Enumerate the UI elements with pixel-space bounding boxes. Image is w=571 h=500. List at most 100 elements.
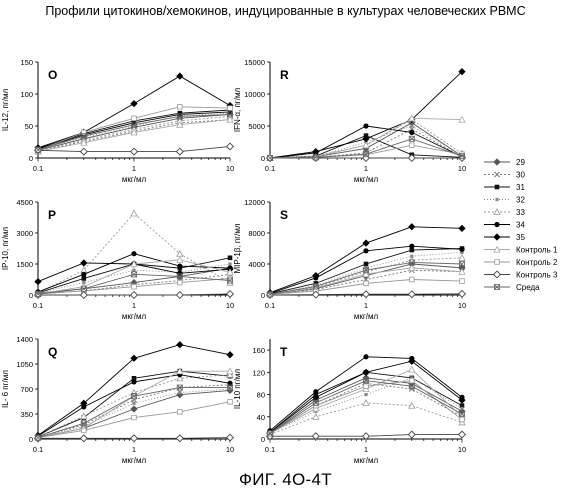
data-point xyxy=(131,406,137,412)
data-point xyxy=(410,143,415,148)
legend-label: 29 xyxy=(516,158,525,167)
legend-entry: Контроль 2 xyxy=(484,258,558,267)
y-tick-label: 160 xyxy=(252,346,265,355)
data-point xyxy=(131,148,138,155)
data-point xyxy=(363,248,368,253)
x-tick-label: 0.1 xyxy=(265,301,275,310)
y-tick-label: 350 xyxy=(20,410,33,419)
x-tick-label: 1 xyxy=(364,301,368,310)
legend-marker xyxy=(495,198,498,201)
y-axis-label: IP-10, пг/мл xyxy=(1,227,10,271)
x-tick-label: 10 xyxy=(226,301,234,310)
data-point xyxy=(409,244,414,249)
legend-entry: 29 xyxy=(484,158,525,167)
y-tick-label: 0 xyxy=(261,154,265,163)
data-point xyxy=(408,155,415,162)
legend-entry: 34 xyxy=(484,221,525,230)
data-point xyxy=(364,393,367,396)
x-axis-label: мкг/мл xyxy=(354,456,379,465)
data-point xyxy=(177,342,183,348)
x-tick-label: 10 xyxy=(458,445,466,454)
y-axis-label: MIP-1β, пг/мл xyxy=(233,223,242,273)
legend-entry: 35 xyxy=(484,233,525,242)
y-tick-label: 700 xyxy=(20,385,33,394)
data-point xyxy=(408,291,415,298)
data-point xyxy=(459,247,464,252)
data-point xyxy=(176,292,183,299)
panel-letter: O xyxy=(48,68,57,82)
y-tick-label: 1050 xyxy=(16,360,33,369)
legend-label: Контроль 2 xyxy=(516,258,558,267)
y-tick-label: 1500 xyxy=(16,260,33,269)
x-tick-label: 0.1 xyxy=(33,301,43,310)
y-tick-label: 150 xyxy=(20,58,33,67)
data-point xyxy=(459,431,466,438)
x-axis-label: мкг/мл xyxy=(354,312,379,321)
legend-entry: Контроль 1 xyxy=(484,246,558,255)
data-point xyxy=(459,225,465,231)
y-tick-label: 1400 xyxy=(16,335,33,344)
panel-letter: S xyxy=(280,208,288,222)
data-point xyxy=(131,435,138,442)
data-point xyxy=(81,272,86,277)
x-tick-label: 10 xyxy=(226,445,234,454)
legend: 29303132333435Контроль 1Контроль 2Контро… xyxy=(484,158,558,292)
legend-entry: Среда xyxy=(484,283,540,292)
legend-label: Контроль 3 xyxy=(516,271,558,280)
x-tick-label: 1 xyxy=(132,301,136,310)
legend-label: 34 xyxy=(516,221,525,230)
legend-entry: Контроль 3 xyxy=(484,271,558,280)
data-point xyxy=(228,256,233,261)
y-axis-label: IL-10 пг/мл xyxy=(233,369,242,409)
figure-caption: ФИГ. 4О-4Т xyxy=(0,470,571,490)
x-tick-label: 10 xyxy=(458,164,466,173)
legend-entry: 31 xyxy=(484,183,525,192)
series-контроль-3 xyxy=(35,143,234,155)
y-tick-label: 100 xyxy=(20,90,33,99)
legend-entry: 33 xyxy=(484,208,525,217)
data-point xyxy=(227,352,233,358)
data-point xyxy=(131,100,137,106)
y-tick-label: 80 xyxy=(257,391,265,400)
x-tick-label: 1 xyxy=(364,164,368,173)
x-tick-label: 0.1 xyxy=(265,445,275,454)
y-axis-label: IFN-α, пг/мл xyxy=(233,88,242,133)
y-tick-label: 0 xyxy=(29,291,33,300)
legend-label: Среда xyxy=(516,283,540,292)
y-tick-label: 10000 xyxy=(244,90,265,99)
y-axis-label: IL- 6 пг/мл xyxy=(1,370,10,408)
legend-marker xyxy=(495,185,500,190)
series-контроль-3 xyxy=(267,431,466,439)
data-point xyxy=(410,124,413,127)
data-point xyxy=(176,148,183,155)
x-tick-label: 10 xyxy=(226,164,234,173)
x-tick-label: 0.1 xyxy=(265,164,275,173)
data-point xyxy=(35,278,41,284)
data-point xyxy=(178,105,183,110)
data-point xyxy=(459,255,465,261)
legend-marker xyxy=(494,159,500,165)
data-point xyxy=(178,391,181,394)
data-point xyxy=(228,400,233,405)
data-point xyxy=(460,279,465,284)
data-point xyxy=(408,431,415,438)
data-point xyxy=(409,367,415,373)
data-point xyxy=(132,415,137,420)
chart-panel-s: 040008000120000.1110мкг/млMIP-1β, пг/млS xyxy=(233,198,466,321)
data-point xyxy=(80,148,87,155)
legend-marker xyxy=(494,271,501,278)
series-контроль-3 xyxy=(35,434,234,442)
panel-letter: R xyxy=(280,68,289,82)
legend-marker xyxy=(494,172,499,177)
data-point xyxy=(363,400,369,406)
panel-letter: T xyxy=(280,345,288,359)
x-axis-label: мкг/мл xyxy=(122,456,147,465)
data-point xyxy=(227,434,234,441)
data-point xyxy=(363,240,369,246)
panel-letter: P xyxy=(48,208,56,222)
legend-entry: 32 xyxy=(484,196,525,205)
chart-panel-r: 0500010000150000.1110мкг/млIFN-α, пг/млR xyxy=(233,58,466,184)
data-point xyxy=(313,389,318,394)
data-point xyxy=(131,210,137,216)
